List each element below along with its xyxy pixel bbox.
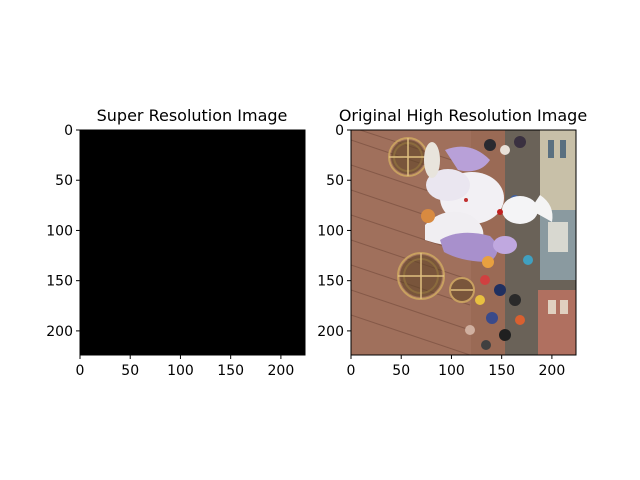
x-tick-label: 50 [121,363,139,379]
y-tick-label: 150 [46,274,73,290]
x-tick-label: 50 [392,363,410,379]
y-tick-label: 0 [64,123,73,139]
black-image [80,130,305,355]
x-tick-label: 100 [438,363,465,379]
x-tick-label: 200 [268,363,295,379]
panel-title: Super Resolution Image [97,106,288,125]
x-tick-label: 0 [76,363,85,379]
axis-ticks: 0 50 100 150 200 0 50 100 150 200 [317,123,565,379]
panel-title: Original High Resolution Image [339,106,587,125]
y-tick-label: 200 [46,324,73,340]
y-tick-label: 150 [317,274,344,290]
x-tick-label: 100 [167,363,194,379]
panel-original-high-resolution: Original High Resolution Image [317,106,587,379]
y-tick-label: 100 [46,223,73,239]
parade-photo [351,130,576,355]
y-tick-label: 0 [335,123,344,139]
y-tick-label: 100 [317,223,344,239]
x-tick-label: 150 [488,363,515,379]
panel-super-resolution: Super Resolution Image 0 50 100 150 200 0 50 10… [46,106,306,379]
y-tick-label: 50 [326,173,344,189]
y-tick-label: 50 [55,173,73,189]
x-tick-label: 200 [539,363,566,379]
x-tick-label: 150 [217,363,244,379]
y-tick-label: 200 [317,324,344,340]
axis-ticks: 0 50 100 150 200 0 50 100 150 200 [46,123,294,379]
x-tick-label: 0 [347,363,356,379]
axes-frame [350,129,577,356]
axes-frame [79,129,306,356]
